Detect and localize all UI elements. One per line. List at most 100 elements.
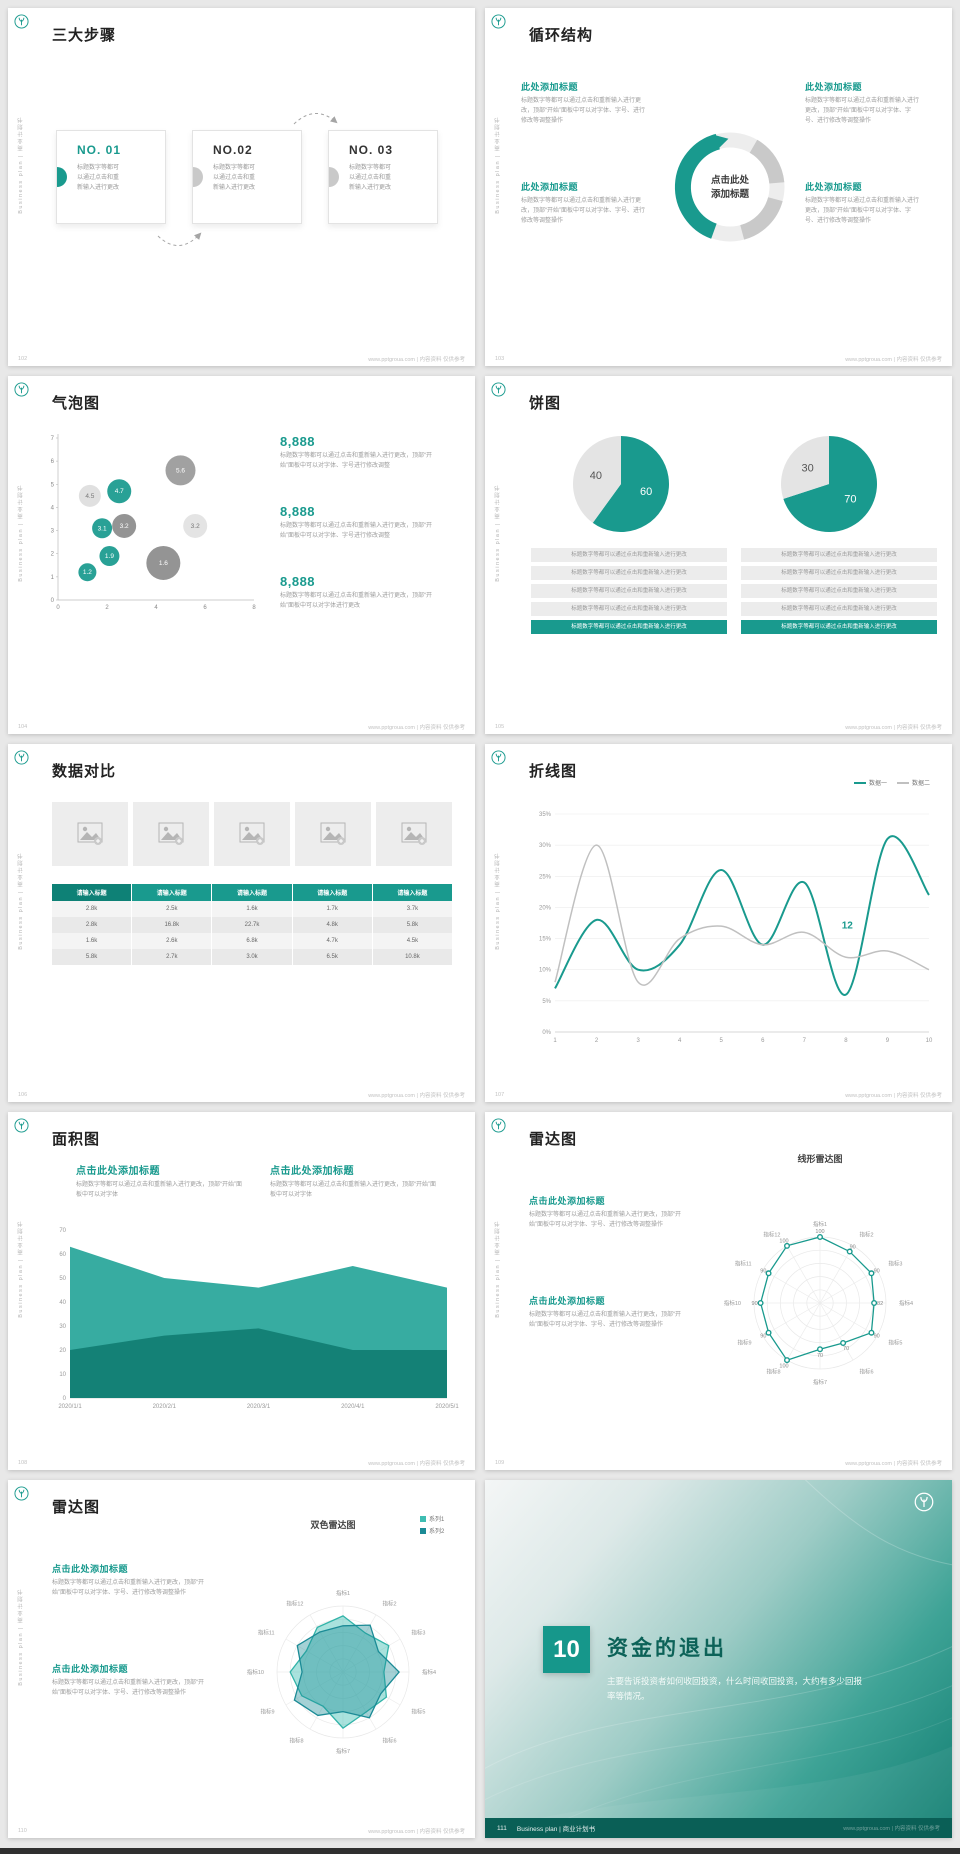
table-row: 2.8k 16.8k 22.7k 4.8k 5.8k	[52, 917, 453, 933]
image-placeholder	[133, 802, 209, 866]
page-number: 102	[18, 355, 28, 362]
block-heading: 点击此处添加标题	[529, 1196, 606, 1206]
step-card-1: NO. 01 标题数字等都可 以通过点击和重 新输入进行更改	[56, 130, 166, 224]
svg-text:2020/5/1: 2020/5/1	[435, 1404, 459, 1410]
svg-text:100: 100	[815, 1229, 824, 1235]
stat-body: 标题数字等都可以通过点击和重新输入进行更改，顶部“开始”面板中可以对字体、字号进…	[280, 453, 432, 469]
svg-text:2020/4/1: 2020/4/1	[341, 1404, 365, 1410]
legend-label: 系列1	[429, 1517, 445, 1523]
brand-logo-icon	[491, 382, 506, 397]
slide-107[interactable]: Business plan | 商业计划书 折线图 数据一 数据二 0% 5% 10…	[485, 744, 952, 1102]
slide-title: 气泡图	[52, 395, 101, 412]
block-body: 标题数字等都可以通过点击和重新输入进行更改，顶部“开始”面板中可以对字体、字号、…	[52, 1680, 204, 1696]
svg-text:82: 82	[877, 1301, 883, 1307]
pie-bar-item: 标题数字等都可以通过点击和重新输入进行更改	[741, 602, 937, 616]
slide-103[interactable]: Business plan | 商业计划书 循环结构 点击此处 添加标题 此处添…	[485, 8, 952, 366]
svg-text:60: 60	[59, 1252, 66, 1258]
picture-icon	[239, 822, 265, 845]
svg-text:2020/3/1: 2020/3/1	[247, 1404, 271, 1410]
svg-text:指标2: 指标2	[860, 1231, 874, 1239]
half-circle	[193, 167, 203, 187]
svg-text:指标2: 指标2	[383, 1600, 397, 1608]
table-header-cell: 请输入标题	[292, 884, 373, 901]
stat-value: 8,888	[280, 504, 316, 519]
footer-site: www.pptgroua.com | 内容资料 仅供参考	[368, 356, 465, 363]
table-cell: 1.7k	[292, 901, 373, 917]
stat-body: 标题数字等都可以通过点击和重新输入进行更改，顶部“开始”面板中可以对字体、字号进…	[280, 523, 432, 539]
block-body: 标题数字等都可以通过点击和重新输入进行更改，顶部“开始”面板中可以对字体、字号、…	[529, 1212, 681, 1228]
stat-value: 8,888	[280, 434, 316, 449]
radar-block-2: 点击此处添加标题 标题数字等都可以通过点击和重新输入进行更改，顶部“开始”面板中可…	[52, 1662, 204, 1699]
svg-text:1.2: 1.2	[83, 569, 92, 576]
table-cell: 2.5k	[132, 901, 213, 917]
bubble-chart: 0 1 2 3 4 5 6 7 0 2 4 6 8 4.5 4.7 5.6 3.1 3.2 3.2 1.9 1.2 1.6	[51, 434, 256, 611]
sidebar-vertical-text: Business plan | 商业计划书	[495, 852, 501, 950]
slide-105[interactable]: Business plan | 商业计划书 饼图 60 40 70 30 标题数字等…	[485, 376, 952, 734]
block-body: 标题数字等都可以通过点击和重新输入进行更改，顶部“开始”面板中可以对字体、字号、…	[521, 198, 645, 224]
footer-site: www.pptgroua.com | 内容资料 仅供参考	[368, 724, 465, 731]
block-heading: 点击此处添加标题	[76, 1166, 160, 1177]
pie-bar-item: 标题数字等都可以通过点击和重新输入进行更改	[741, 584, 937, 598]
slide-104[interactable]: Business plan | 商业计划书 气泡图 0 1 2 3 4 5 6 7 0 2 4 6 8 4…	[8, 376, 475, 734]
svg-text:10%: 10%	[539, 968, 552, 974]
legend-item: 系列1	[420, 1514, 444, 1523]
pie-bar-item: 标题数字等都可以通过点击和重新输入进行更改	[531, 620, 727, 634]
svg-text:30: 30	[59, 1324, 66, 1330]
table-cell: 4.7k	[292, 933, 373, 949]
cycle-block-1: 此处添加标题 标题数字等都可以通过点击和重新输入进行更改，顶部“开始”面板中可以对…	[521, 80, 649, 127]
svg-text:90: 90	[850, 1244, 856, 1250]
table-cell: 6.5k	[292, 949, 373, 965]
slide-footer: 110 www.pptgroua.com | 内容资料 仅供参考	[8, 1823, 475, 1838]
table-header-cell: 请输入标题	[132, 884, 213, 901]
brand-logo-icon	[14, 14, 29, 29]
block-heading: 此处添加标题	[521, 82, 579, 92]
block-body: 标题数字等都可以通过点击和重新输入进行更改，顶部“开始”面板中可以对字体、字号、…	[52, 1580, 204, 1596]
slide-110[interactable]: Business plan | 商业计划书 雷达图 点击此处添加标题 标题数字等都…	[8, 1480, 475, 1838]
image-placeholder	[376, 802, 452, 866]
sidebar-vertical-text: Business plan | 商业计划书	[18, 484, 24, 582]
svg-text:6: 6	[203, 605, 207, 611]
block-heading: 此处添加标题	[805, 82, 863, 92]
page-number: 106	[18, 1091, 28, 1098]
slide-108[interactable]: Business plan | 商业计划书 面积图 点击此处添加标题 标题数字等都…	[8, 1112, 475, 1470]
svg-text:5.6: 5.6	[176, 467, 185, 474]
svg-text:2: 2	[51, 552, 55, 558]
slide-footer: 102 www.pptgroua.com | 内容资料 仅供参考	[8, 351, 475, 366]
svg-text:70: 70	[843, 1346, 849, 1352]
slide-102[interactable]: Business plan | 商业计划书 三大步骤 NO. 01 标题数字等都可…	[8, 8, 475, 366]
legend-label: 数据二	[911, 781, 930, 787]
table-cell: 2.8k	[52, 917, 133, 933]
block-body: 标题数字等都可以通过点击和重新输入进行更改，顶部“开始”面板中可以对字体、字号、…	[529, 1312, 681, 1328]
svg-text:90: 90	[752, 1301, 758, 1307]
table-header-cell: 请输入标题	[212, 884, 293, 901]
brand-logo-icon	[14, 1118, 29, 1133]
svg-text:100: 100	[779, 1239, 788, 1245]
svg-text:5: 5	[720, 1038, 724, 1044]
image-placeholder	[214, 802, 290, 866]
brand-logo-icon	[491, 1118, 506, 1133]
sidebar-vertical-text: Business plan | 商业计划书	[495, 484, 501, 582]
slide-111[interactable]: 10 资金的退出 主要告诉投资者如何收回投资，什么时间收回投资，大约有多少回报率…	[485, 1480, 952, 1838]
svg-text:指标3: 指标3	[888, 1260, 902, 1268]
radar-chart-line: 指标1指标2指标3指标4指标5指标6指标7指标8指标9指标10指标11指标121…	[724, 1220, 913, 1386]
step-card-3: NO. 03 标题数字等都可 以通过点击和重 新输入进行更改	[328, 130, 438, 224]
svg-text:3.2: 3.2	[191, 523, 200, 530]
step-number: NO. 01	[77, 143, 122, 157]
svg-text:指标9: 指标9	[738, 1339, 752, 1347]
pie-bar-item: 标题数字等都可以通过点击和重新输入进行更改	[741, 566, 937, 580]
legend-item: 数据二	[896, 778, 930, 787]
slide-sidebar: Business plan | 商业计划书	[485, 8, 511, 351]
footer-site: www.pptgroua.com | 内容资料 仅供参考	[368, 1460, 465, 1467]
sidebar-vertical-text: Business plan | 商业计划书	[495, 1220, 501, 1318]
slide-109[interactable]: Business plan | 商业计划书 雷达图 点击此处添加标题 标题数字等都…	[485, 1112, 952, 1470]
page-number: 109	[495, 1459, 505, 1466]
area-block-2: 点击此处添加标题 标题数字等都可以通过点击和重新输入进行更改，顶部“开始”面板中可…	[270, 1162, 440, 1201]
footer-site: www.pptgroua.com | 内容资料 仅供参考	[845, 1092, 942, 1099]
svg-text:2020/1/1: 2020/1/1	[58, 1404, 82, 1410]
page-number: 105	[495, 723, 505, 730]
page-number: 103	[495, 355, 505, 362]
svg-text:5: 5	[51, 482, 55, 488]
slide-106[interactable]: Business plan | 商业计划书 数据对比 请输入标题 请输入标题 请输入…	[8, 744, 475, 1102]
svg-text:40: 40	[59, 1300, 66, 1306]
svg-text:6: 6	[51, 459, 55, 465]
